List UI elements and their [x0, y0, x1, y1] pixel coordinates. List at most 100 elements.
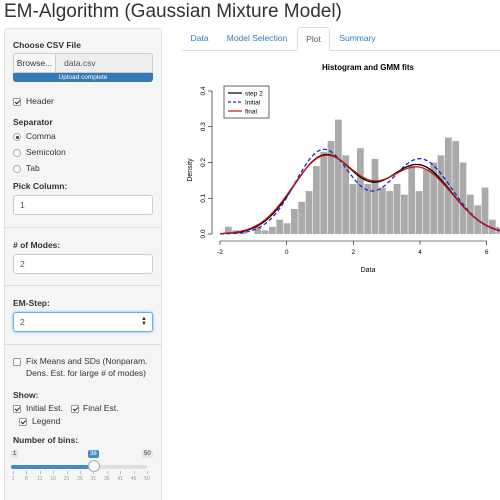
sidebar: Choose CSV File Browse... data.csv Uploa… [4, 28, 162, 500]
app-title: EM-Algorithm (Gaussian Mixture Model) [4, 1, 342, 22]
chart-title: Histogram and GMM fits [322, 63, 415, 72]
y-tick-label: 0.1 [200, 193, 207, 202]
histogram-bar [225, 226, 232, 234]
slider-tick-label: 11 [37, 476, 43, 482]
histogram-bar [364, 183, 372, 234]
pick-column-input[interactable]: 1 [13, 195, 153, 215]
final-est-label: Final Est. [83, 403, 119, 413]
slider-tick-label: 50 [144, 476, 150, 482]
chart-legend: step 2 Initial final [223, 85, 270, 119]
file-name-field: data.csv [55, 53, 153, 73]
density-curve-initial [220, 148, 500, 235]
histogram-bar [298, 201, 306, 234]
tab-summary[interactable]: Summary [339, 33, 376, 43]
y-axis-label: Density [187, 158, 194, 182]
density-curves [219, 148, 500, 235]
x-tick-label: 0 [285, 249, 289, 256]
slider-tick-mark [53, 471, 55, 474]
separator-option-comma: Comma [26, 131, 56, 141]
histogram-bar [481, 187, 489, 234]
histogram-bar [254, 226, 262, 234]
histogram-bar [430, 162, 438, 234]
slider-tick-label: 8 [25, 476, 28, 482]
histogram-bar [291, 208, 298, 234]
em-step-input[interactable]: 2 ▲ ▼ [13, 312, 153, 332]
tab-data[interactable]: Data [190, 33, 209, 43]
x-axis-label: Data [361, 267, 376, 274]
x-tick-label: -2 [217, 249, 223, 256]
tab-model-selection[interactable]: Model Selection [226, 33, 288, 43]
slider-tick-label: 16 [50, 476, 56, 482]
fix-means-checkbox[interactable] [13, 358, 21, 366]
separator-radio-semicolon[interactable] [13, 149, 21, 157]
divider [5, 344, 161, 345]
fix-means-label-line2: Dens. Est. for large # of modes) [26, 368, 146, 378]
histogram-bar [437, 155, 445, 234]
histogram-bar [357, 148, 364, 234]
header-checkbox[interactable] [13, 98, 21, 106]
legend-entry: step 2 [245, 90, 263, 97]
slider-tick-label: 41 [117, 476, 123, 482]
header-checkbox-label: Header [26, 96, 54, 106]
histogram-bar [335, 119, 342, 234]
histogram-bar [423, 169, 430, 234]
modes-input[interactable]: 2 [13, 254, 153, 274]
histogram-bar [489, 219, 496, 234]
histogram-bar [305, 191, 313, 234]
slider-tick-label: 46 [130, 476, 137, 482]
upload-progress-bar: Upload complete [13, 73, 153, 82]
browse-button[interactable]: Browse... [13, 53, 56, 73]
divider [5, 285, 161, 286]
initial-est-checkbox[interactable] [13, 405, 21, 413]
slider-tick-mark [80, 471, 81, 474]
separator-radio-comma[interactable] [13, 133, 21, 141]
bins-label: Number of bins: [13, 435, 79, 445]
slider-tick-label: 21 [63, 476, 70, 482]
histogram-bar [452, 141, 460, 234]
bins-value-label: 38 [88, 450, 99, 458]
y-tick-label: 0.0 [200, 229, 207, 238]
slider-tick-label: 36 [104, 476, 110, 482]
fix-means-label-line1: Fix Means and SDs (Nonparam. [26, 356, 148, 366]
x-tick-label: 2 [352, 249, 356, 256]
slider-tick-mark [120, 471, 122, 474]
tab-plot[interactable]: Plot [297, 27, 330, 51]
histogram-bar [276, 219, 284, 234]
y-tick-label: 0.3 [200, 122, 207, 131]
slider-tick-mark [13, 471, 14, 474]
separator-option-semicolon: Semicolon [26, 147, 66, 157]
x-tick-label: 6 [485, 249, 489, 256]
tab-bar: Data Model Selection Plot Summary [182, 27, 500, 51]
bins-slider-fill [11, 465, 94, 469]
histogram-bar [342, 155, 350, 234]
slider-tick-mark [39, 471, 41, 474]
spinner-arrows-icon[interactable]: ▲ ▼ [141, 316, 147, 327]
slider-tick-mark [66, 471, 68, 474]
histogram-bar [261, 230, 269, 234]
initial-est-label: Initial Est. [26, 403, 63, 413]
slider-tick-mark [147, 471, 148, 474]
legend-label: Legend [32, 416, 61, 426]
separator-radio-tab[interactable] [13, 165, 21, 173]
em-step-label: EM-Step: [13, 298, 50, 308]
histogram-bar [415, 191, 423, 234]
histogram-bar [445, 137, 452, 234]
slider-tick-mark [133, 471, 135, 474]
bins-min-label: 1 [11, 450, 19, 458]
final-est-checkbox[interactable] [71, 405, 79, 413]
em-step-value: 2 [20, 317, 25, 327]
histogram-bar [379, 187, 386, 234]
legend-checkbox[interactable] [19, 418, 27, 426]
y-tick-label: 0.2 [200, 158, 207, 167]
slider-tick-label: 31 [90, 476, 97, 482]
histogram-bar [459, 162, 467, 234]
histogram-gmm-chart: Histogram and GMM fits -2 0 2 4 6 0.0 0.1 0.2 0.… [187, 63, 500, 274]
histogram-bar [393, 183, 401, 234]
legend-entry: final [245, 108, 257, 115]
modes-label: # of Modes: [13, 240, 61, 250]
bins-max-label: 50 [142, 450, 153, 458]
legend-entry: Initial [245, 99, 261, 106]
histogram-bar [408, 166, 416, 234]
histogram-bar [320, 151, 328, 234]
chart-axes: -2 0 2 4 6 0.0 0.1 0.2 0.3 0.4 [200, 86, 489, 256]
